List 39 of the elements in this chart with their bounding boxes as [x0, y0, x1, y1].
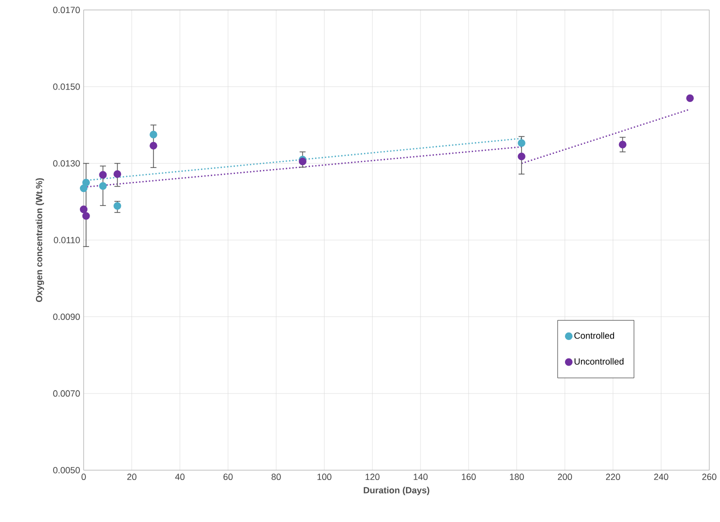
point: [82, 178, 90, 186]
point: [99, 182, 107, 190]
point: [80, 184, 88, 192]
point: [618, 140, 626, 148]
x-tick-label: 260: [702, 474, 716, 480]
y-tick-label: 0.0130: [53, 160, 80, 167]
x-tick-label: 160: [462, 474, 476, 480]
legend-label: Controlled: [574, 332, 614, 339]
x-tick-label: 60: [224, 474, 233, 480]
x-tick-label: 120: [366, 474, 380, 480]
x-tick-label: 140: [414, 474, 428, 480]
y-tick-label: 0.0170: [53, 6, 80, 14]
point: [99, 171, 107, 179]
point: [80, 206, 88, 214]
y-tick-label: 0.0090: [53, 314, 80, 320]
x-tick-label: 240: [654, 474, 668, 480]
y-axis-title: Oxygen concentration (Wt.%): [36, 178, 44, 302]
point: [518, 152, 526, 160]
legend-label: Uncontrolled: [574, 358, 624, 365]
x-tick-label: 200: [558, 474, 572, 480]
point: [82, 212, 90, 220]
y-tick-label: 0.0070: [53, 390, 80, 397]
x-tick-label: 220: [606, 474, 620, 480]
x-axis-title: Duration (Days): [364, 486, 430, 496]
x-tick-label: 80: [272, 474, 281, 480]
point: [114, 202, 122, 210]
x-tick-label: 100: [318, 474, 332, 480]
x-tick-label: 40: [175, 474, 185, 480]
y-tick-label: 0.0050: [53, 467, 80, 474]
point: [686, 94, 694, 102]
point: [114, 170, 122, 178]
point: [150, 142, 158, 150]
x-tick-label: 180: [510, 474, 524, 480]
y-tick-label: 0.0110: [54, 236, 80, 244]
y-tick-label: 0.0150: [53, 84, 80, 90]
point: [518, 139, 526, 147]
point: [150, 130, 158, 138]
x-tick-label: 20: [127, 474, 136, 480]
x-tick-label: 0: [82, 474, 86, 480]
